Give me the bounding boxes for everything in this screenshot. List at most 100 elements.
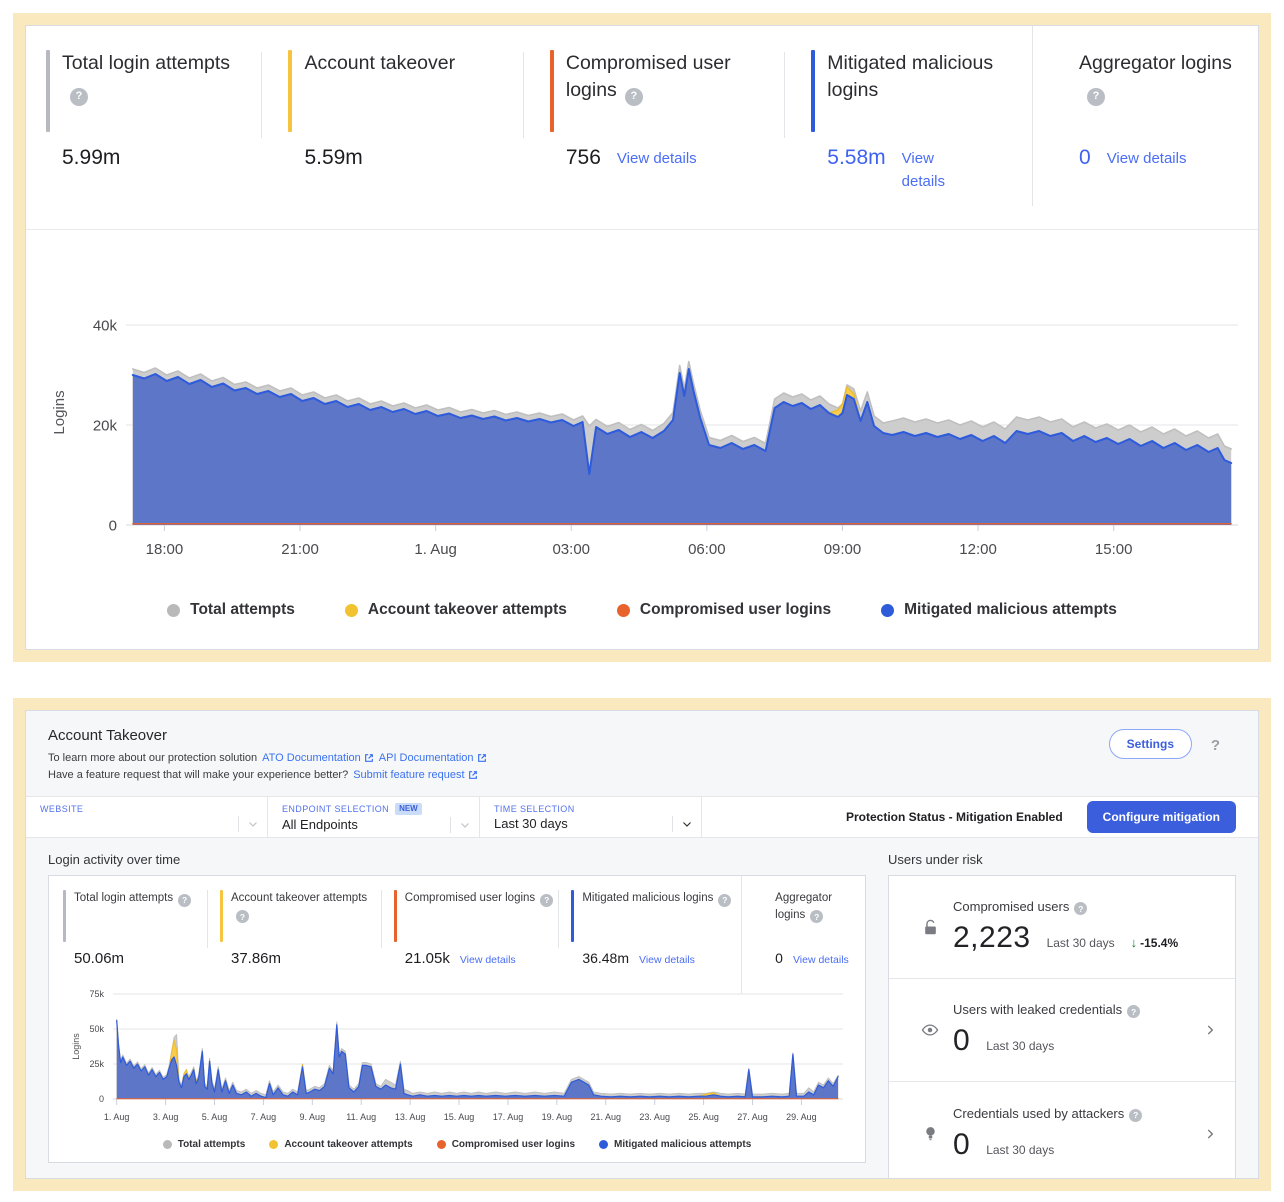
legend-item[interactable]: Compromised user logins: [437, 1139, 575, 1150]
svg-text:13. Aug: 13. Aug: [395, 1112, 426, 1122]
chevron-right-icon[interactable]: [1197, 1127, 1217, 1141]
stat-value: 5.58m: [827, 146, 885, 170]
view-details-link[interactable]: View details: [617, 148, 697, 171]
filter-value-row: [40, 816, 259, 832]
view-details-link[interactable]: View details: [639, 953, 695, 969]
legend-item[interactable]: Compromised user logins: [617, 601, 831, 619]
filter-website[interactable]: WEBSITE: [26, 797, 268, 837]
stat-color-bar: [63, 890, 66, 942]
filter-time-selection[interactable]: TIME SELECTION Last 30 days: [480, 797, 702, 837]
api-documentation-link[interactable]: API Documentation: [379, 752, 487, 764]
help-icon[interactable]: ?: [236, 910, 249, 923]
legend-item[interactable]: Mitigated malicious attempts: [881, 601, 1117, 619]
help-icon[interactable]: ?: [1127, 1005, 1140, 1018]
docs-line: To learn more about our protection solut…: [48, 752, 1236, 764]
risk-period: Last 30 days: [986, 1143, 1054, 1157]
stat-value: 5.59m: [304, 146, 362, 170]
risk-card-users-with-leaked-credentials[interactable]: Users with leaked credentials?0Last 30 d…: [889, 979, 1235, 1082]
submit-feature-request-link[interactable]: Submit feature request: [353, 769, 477, 781]
stat-head: Aggregator logins?: [1063, 50, 1248, 132]
stat-card: Account takeover attempts?37.86m: [220, 890, 377, 968]
help-icon[interactable]: ?: [1129, 1109, 1142, 1122]
stat-divider: [381, 890, 382, 948]
stat-label: Account takeover attempts?: [231, 890, 377, 923]
page-help-icon[interactable]: ?: [1211, 737, 1220, 754]
view-details-link[interactable]: View details: [460, 953, 516, 969]
filter-value-row: Last 30 days: [494, 816, 693, 832]
view-details-link[interactable]: View details: [902, 148, 960, 193]
filter-label: WEBSITE: [40, 804, 83, 814]
svg-text:18:00: 18:00: [146, 541, 184, 558]
help-icon[interactable]: ?: [178, 894, 191, 907]
legend-item[interactable]: Account takeover attempts: [269, 1139, 412, 1150]
help-icon[interactable]: ?: [1087, 88, 1105, 106]
legend-item[interactable]: Total attempts: [167, 601, 295, 619]
chevron-down-icon[interactable]: [459, 819, 471, 831]
configure-mitigation-button[interactable]: Configure mitigation: [1087, 801, 1236, 833]
svg-text:09:00: 09:00: [824, 541, 862, 558]
help-icon[interactable]: ?: [70, 88, 88, 106]
legend-item[interactable]: Total attempts: [163, 1139, 246, 1150]
filter-value-row: All Endpoints: [282, 817, 471, 833]
stat-value-row: 0View details: [764, 950, 865, 969]
settings-button[interactable]: Settings: [1109, 729, 1192, 759]
help-icon[interactable]: ?: [1074, 902, 1087, 915]
filter-selected-value: Last 30 days: [494, 816, 672, 832]
top-dashboard-panel: Total login attempts?5.99mAccount takeov…: [25, 25, 1259, 650]
help-icon[interactable]: ?: [625, 88, 643, 106]
filter-value-divider: [672, 816, 673, 832]
login-activity-small-chart: 025k50k75k1. Aug3. Aug5. Aug7. Aug9. Aug…: [55, 982, 851, 1132]
legend-dot: [163, 1140, 172, 1149]
chevron-right-icon[interactable]: [1197, 1023, 1217, 1037]
stat-label: Total login attempts?: [74, 890, 191, 907]
view-details-link[interactable]: View details: [1107, 148, 1187, 171]
stat-card: Mitigated malicious logins?36.48mView de…: [571, 890, 741, 968]
stat-card: Aggregator logins? 0 View details: [1033, 50, 1258, 229]
legend-item[interactable]: Mitigated malicious attempts: [599, 1139, 751, 1150]
stat-value: 756: [566, 146, 601, 170]
stat-color-bar: [1063, 50, 1067, 132]
stat-head: Compromised user logins?: [550, 50, 766, 132]
svg-text:12:00: 12:00: [959, 541, 997, 558]
stat-card: Aggregator logins?0View details: [742, 890, 865, 968]
chevron-down-icon[interactable]: [681, 818, 693, 830]
svg-text:0: 0: [109, 517, 117, 534]
help-icon[interactable]: ?: [540, 894, 553, 907]
view-details-link[interactable]: View details: [793, 953, 849, 969]
filter-label: TIME SELECTION: [494, 804, 575, 814]
login-activity-card: Total login attempts?50.06mAccount takeo…: [48, 875, 866, 1163]
stat-value: 36.48m: [582, 950, 629, 966]
feature-line-prefix: Have a feature request that will make yo…: [48, 769, 348, 781]
chevron-down-icon[interactable]: [247, 818, 259, 830]
help-icon[interactable]: ?: [718, 894, 731, 907]
external-link-icon: [477, 753, 487, 763]
svg-text:19. Aug: 19. Aug: [542, 1112, 573, 1122]
legend-item[interactable]: Account takeover attempts: [345, 601, 567, 619]
stat-value: 0: [1079, 146, 1091, 170]
stat-head: Account takeover: [288, 50, 504, 132]
filter-endpoint-selection[interactable]: ENDPOINT SELECTIONNEWAll Endpoints: [268, 797, 480, 837]
stat-label: Account takeover: [304, 50, 455, 77]
risk-card-credentials-used-by-attackers[interactable]: Credentials used by attackers?0Last 30 d…: [889, 1082, 1235, 1179]
stat-value-row: 5.59m: [288, 146, 504, 170]
stat-value-row: 36.48m View details: [571, 950, 741, 969]
risk-card-compromised-users: Compromised users?2,223Last 30 days↓-15.…: [889, 876, 1235, 979]
svg-text:25. Aug: 25. Aug: [688, 1112, 719, 1122]
risk-label-text: Credentials used by attackers: [953, 1106, 1124, 1121]
protection-area: Protection Status - Mitigation Enabled C…: [702, 797, 1258, 837]
stat-color-bar: [764, 890, 767, 942]
chart-legend: Total attempts Account takeover attempts C…: [38, 601, 1246, 619]
legend-label: Total attempts: [190, 601, 295, 619]
stat-head: Total login attempts?: [46, 50, 243, 132]
legend-label: Compromised user logins: [640, 601, 831, 619]
svg-text:3. Aug: 3. Aug: [153, 1112, 179, 1122]
svg-text:20k: 20k: [93, 417, 118, 434]
help-icon[interactable]: ?: [810, 910, 823, 923]
stat-value-row: 756 View details: [550, 146, 766, 171]
svg-text:7. Aug: 7. Aug: [251, 1112, 277, 1122]
legend-label: Total attempts: [178, 1139, 246, 1150]
protection-status-text: Protection Status - Mitigation Enabled: [846, 810, 1063, 824]
ato-documentation-link[interactable]: ATO Documentation: [262, 752, 374, 764]
legend-dot: [599, 1140, 608, 1149]
stat-head: Compromised user logins?: [394, 890, 555, 942]
